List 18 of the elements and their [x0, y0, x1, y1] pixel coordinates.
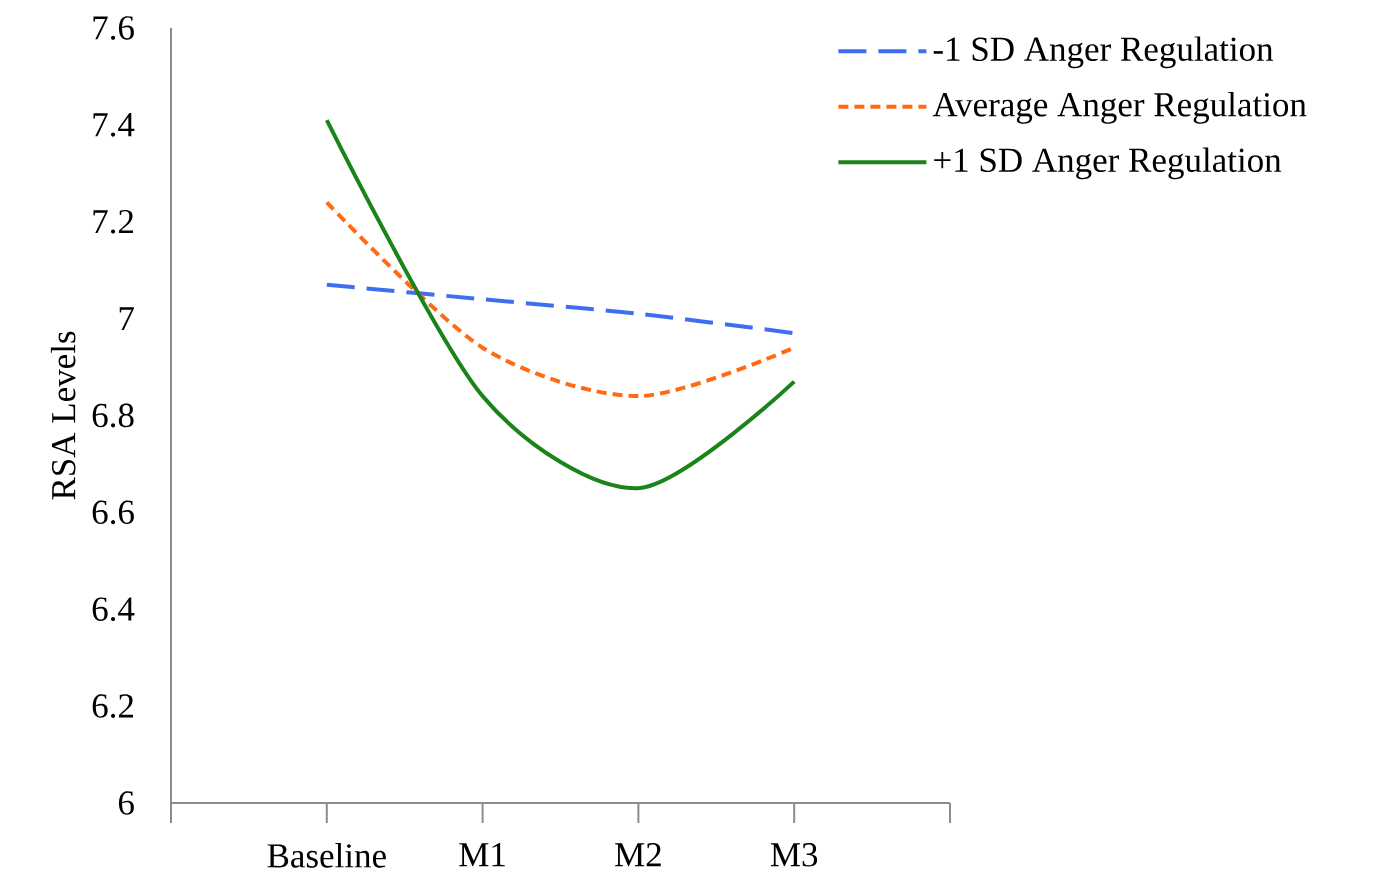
- legend-label: -1 SD Anger Regulation: [933, 36, 1274, 69]
- y-tick-label: 7.4: [93, 113, 135, 137]
- y-tick-label: 7.2: [93, 209, 133, 234]
- y-tick-label: 6.6: [92, 500, 134, 525]
- y-tick-label: 6.2: [92, 694, 133, 718]
- legend-label: Average Anger Regulation: [932, 91, 1307, 124]
- y-tick-label: 7: [119, 307, 134, 331]
- y-tick-label: 6.8: [92, 403, 134, 428]
- x-tick-label: M1: [459, 843, 505, 867]
- y-tick-label: 6.4: [92, 597, 135, 622]
- y-axis-title: RSA Levels: [50, 331, 76, 500]
- x-tick-label: M3: [770, 843, 818, 867]
- legend-label: +1 SD Anger Regulation: [934, 147, 1282, 180]
- y-tick-label: 6: [118, 791, 134, 815]
- y-tick-label: 7.6: [93, 16, 134, 40]
- line-series: [324, 118, 797, 491]
- x-tick-label: M2: [615, 843, 661, 867]
- x-tick-label: Baseline: [267, 843, 386, 868]
